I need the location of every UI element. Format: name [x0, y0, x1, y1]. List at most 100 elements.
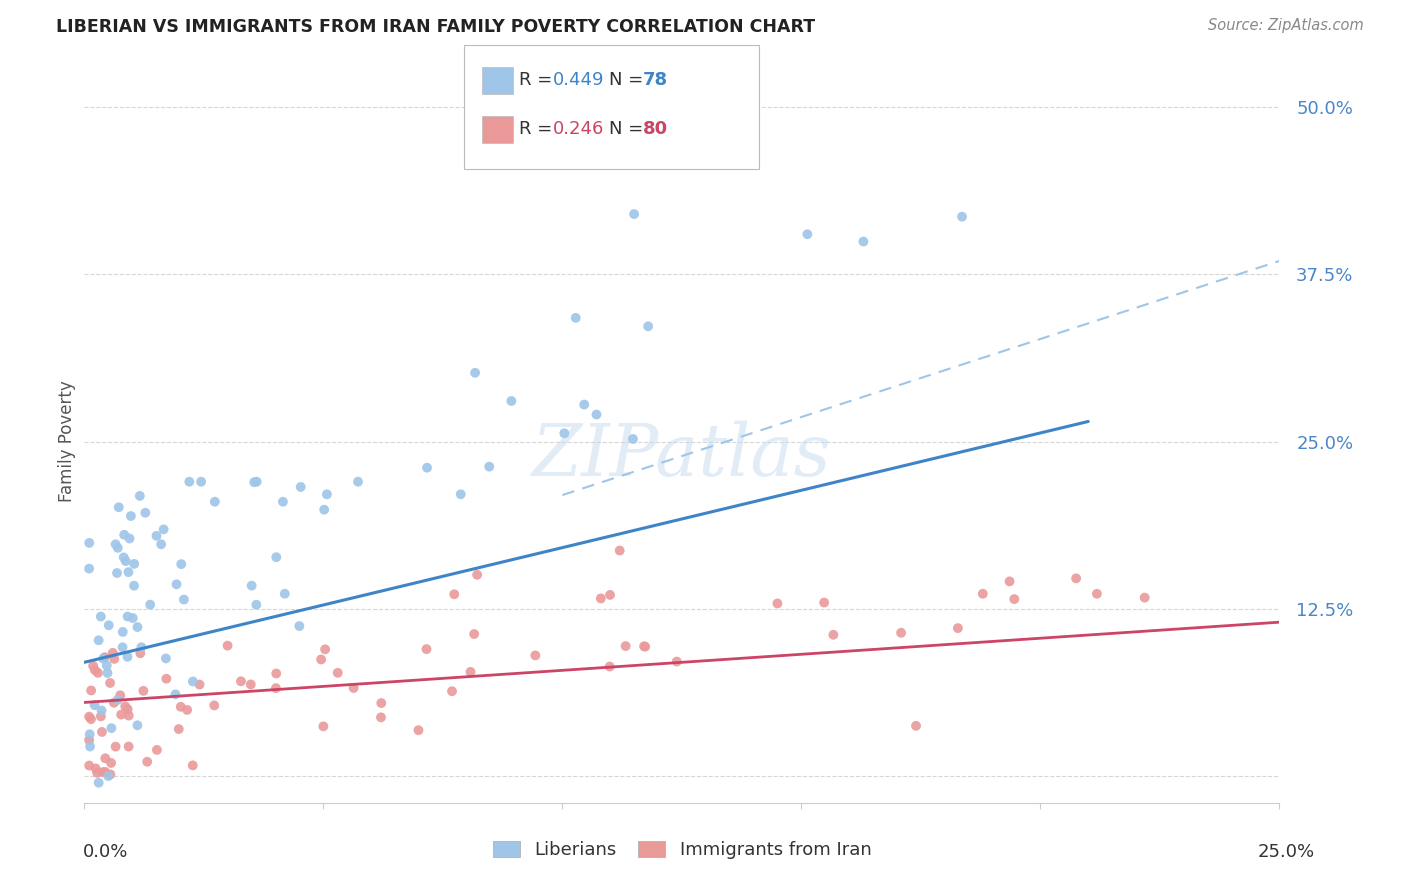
Point: [107, 693, 129, 707]
Point: [274, 587, 297, 601]
Point: [450, 487, 472, 501]
Point: [204, 494, 226, 508]
Point: [155, 672, 177, 686]
Point: [796, 227, 818, 242]
Point: [83, 663, 105, 677]
Point: [326, 665, 349, 680]
Text: 0.246: 0.246: [553, 120, 605, 138]
Point: [181, 758, 204, 772]
Point: [129, 646, 152, 660]
Point: [634, 640, 657, 654]
Point: [87, 665, 110, 680]
Point: [80, 683, 103, 698]
Point: [614, 639, 637, 653]
Point: [77, 758, 100, 772]
Point: [118, 708, 141, 723]
Point: [1002, 592, 1025, 607]
Point: [998, 574, 1021, 589]
Point: [266, 550, 288, 565]
Point: [139, 598, 162, 612]
Point: [460, 665, 482, 679]
Text: R =: R =: [519, 120, 558, 138]
Point: [370, 696, 392, 710]
Point: [243, 475, 266, 490]
Point: [312, 719, 335, 733]
Point: [87, 776, 110, 790]
Point: [103, 652, 125, 666]
Point: [96, 658, 118, 673]
Point: [314, 642, 336, 657]
Point: [621, 432, 644, 446]
Point: [131, 640, 153, 655]
Point: [813, 596, 835, 610]
Point: [122, 579, 145, 593]
Point: [83, 698, 105, 712]
Point: [852, 235, 875, 249]
Point: [114, 554, 136, 568]
Point: [202, 698, 225, 713]
Point: [415, 642, 437, 657]
Point: [117, 739, 139, 754]
Point: [146, 743, 169, 757]
Point: [165, 687, 187, 701]
Text: R =: R =: [519, 71, 558, 89]
Point: [972, 587, 994, 601]
Point: [188, 677, 211, 691]
Point: [80, 712, 103, 726]
Text: ZIPatlas: ZIPatlas: [531, 421, 832, 491]
Point: [1085, 587, 1108, 601]
Point: [100, 756, 122, 770]
Point: [145, 529, 167, 543]
Point: [288, 619, 311, 633]
Point: [314, 502, 336, 516]
Point: [112, 528, 135, 542]
Point: [91, 725, 114, 739]
Point: [440, 684, 463, 698]
Point: [97, 769, 120, 783]
Point: [574, 398, 596, 412]
Point: [94, 764, 117, 779]
Point: [94, 751, 117, 765]
Text: Source: ZipAtlas.com: Source: ZipAtlas.com: [1208, 18, 1364, 33]
Text: 0.0%: 0.0%: [83, 843, 128, 861]
Point: [118, 532, 141, 546]
Point: [408, 723, 430, 738]
Point: [98, 767, 121, 781]
Point: [478, 459, 501, 474]
Point: [589, 591, 612, 606]
Point: [170, 699, 193, 714]
Point: [82, 658, 104, 673]
Point: [104, 537, 127, 551]
Point: [271, 494, 294, 508]
Point: [246, 475, 269, 489]
Point: [890, 625, 912, 640]
Point: [564, 310, 586, 325]
Point: [91, 651, 114, 665]
Point: [633, 640, 655, 654]
Point: [173, 592, 195, 607]
Point: [463, 627, 485, 641]
Point: [87, 633, 110, 648]
Point: [101, 646, 124, 660]
Point: [77, 733, 100, 747]
Text: N =: N =: [609, 71, 648, 89]
Point: [79, 727, 101, 741]
Point: [416, 460, 439, 475]
Text: 25.0%: 25.0%: [1258, 843, 1315, 861]
Point: [181, 674, 204, 689]
Point: [464, 366, 486, 380]
Point: [105, 566, 128, 580]
Point: [599, 659, 621, 673]
Point: [264, 666, 287, 681]
Point: [637, 319, 659, 334]
Point: [96, 665, 118, 680]
Text: 0.449: 0.449: [553, 71, 605, 89]
Point: [84, 761, 107, 775]
Point: [110, 688, 132, 702]
Point: [665, 655, 688, 669]
Point: [90, 609, 112, 624]
Point: [103, 696, 125, 710]
Point: [111, 624, 134, 639]
Text: 80: 80: [643, 120, 668, 138]
Point: [107, 541, 129, 555]
